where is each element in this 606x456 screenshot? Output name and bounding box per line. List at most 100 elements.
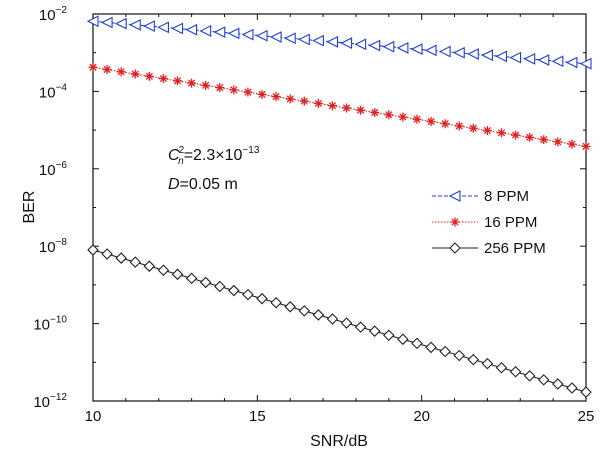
data-point — [213, 280, 226, 293]
series-8-ppm — [86, 15, 592, 70]
data-point — [356, 105, 366, 115]
data-point — [398, 112, 408, 122]
series-256-ppm — [87, 244, 592, 398]
data-point — [257, 89, 267, 99]
y-tick-label: 10−12 — [33, 392, 67, 411]
data-point — [256, 292, 268, 305]
data-point — [171, 268, 184, 281]
data-point — [425, 341, 437, 354]
data-point — [114, 17, 127, 30]
data-point — [129, 256, 142, 268]
x-tick-label: 25 — [578, 408, 595, 425]
data-point — [368, 39, 381, 52]
y-tick-label: 10−2 — [39, 5, 68, 24]
annotation-d: D=0.05 m — [168, 176, 238, 193]
data-point — [481, 357, 494, 370]
data-point — [523, 52, 536, 65]
data-point — [116, 67, 126, 77]
data-point — [102, 65, 112, 75]
data-point — [553, 137, 563, 147]
data-point — [88, 62, 98, 72]
x-axis-title: SNR/dB — [310, 433, 368, 450]
data-point — [228, 284, 240, 297]
series-layer — [86, 15, 592, 398]
data-point — [241, 28, 254, 41]
data-point — [312, 34, 324, 47]
data-point — [481, 49, 493, 62]
data-point — [340, 317, 353, 329]
y-tick-label: 10−10 — [33, 315, 67, 334]
data-point — [199, 25, 212, 37]
data-point — [187, 78, 197, 88]
data-point — [327, 101, 337, 111]
legend-label: 16 PPM — [484, 214, 537, 231]
data-point — [354, 38, 367, 51]
data-point — [454, 121, 464, 131]
data-point — [580, 386, 592, 398]
data-point — [566, 382, 578, 394]
legend-label: 256 PPM — [484, 240, 546, 257]
data-point — [382, 40, 395, 53]
data-point — [185, 272, 198, 285]
data-point — [396, 42, 409, 54]
data-point — [567, 139, 577, 149]
data-point — [439, 345, 451, 358]
data-point — [158, 74, 168, 84]
data-point — [411, 337, 423, 350]
data-point — [271, 92, 281, 102]
data-point — [199, 276, 212, 289]
series-16-ppm — [88, 62, 591, 151]
data-point — [255, 29, 268, 42]
x-tick-label: 10 — [85, 408, 102, 425]
data-point — [410, 43, 423, 56]
data-point — [495, 361, 508, 374]
data-point — [284, 301, 296, 313]
data-point — [173, 76, 183, 86]
data-point — [482, 126, 492, 136]
svg-text:D=0.05 m: D=0.05 m — [168, 176, 238, 193]
y-axis-title: BER — [21, 191, 38, 224]
data-point — [383, 329, 395, 342]
data-point — [397, 333, 409, 346]
data-point — [468, 123, 478, 133]
data-point — [215, 83, 225, 93]
data-point — [537, 374, 550, 386]
data-point — [115, 252, 127, 264]
svg-text:C2n=2.3×10−13: C2 n=2.3×10−13 — [168, 145, 260, 167]
data-point — [157, 264, 170, 277]
data-point — [525, 132, 535, 142]
data-point — [581, 141, 591, 151]
data-point — [270, 296, 282, 309]
data-point — [565, 56, 578, 69]
data-point — [242, 288, 254, 301]
series-line — [92, 66, 587, 147]
data-point — [229, 85, 239, 95]
x-tick-label: 15 — [249, 408, 266, 425]
data-point — [370, 107, 380, 117]
data-point — [537, 54, 550, 66]
data-point — [452, 46, 465, 59]
data-point — [412, 114, 422, 124]
data-point — [227, 27, 240, 40]
data-point — [298, 305, 311, 317]
data-point — [87, 244, 99, 256]
data-point — [100, 16, 113, 29]
legend-marker — [450, 217, 460, 227]
legend: 8 PPM 16 PPM 256 PPM — [432, 188, 546, 257]
data-point — [453, 349, 466, 362]
data-point — [509, 51, 522, 64]
data-point — [368, 325, 381, 337]
legend-marker — [448, 190, 461, 202]
data-point — [243, 87, 253, 97]
series-line — [92, 20, 587, 65]
data-point — [467, 48, 479, 60]
legend-label: 8 PPM — [484, 188, 529, 205]
data-point — [185, 23, 198, 36]
data-point — [312, 309, 325, 321]
data-point — [539, 135, 549, 145]
y-tick-label: 10−6 — [39, 160, 68, 179]
data-point — [384, 110, 394, 120]
data-point — [496, 128, 506, 138]
data-point — [511, 130, 521, 140]
data-point — [523, 370, 536, 382]
